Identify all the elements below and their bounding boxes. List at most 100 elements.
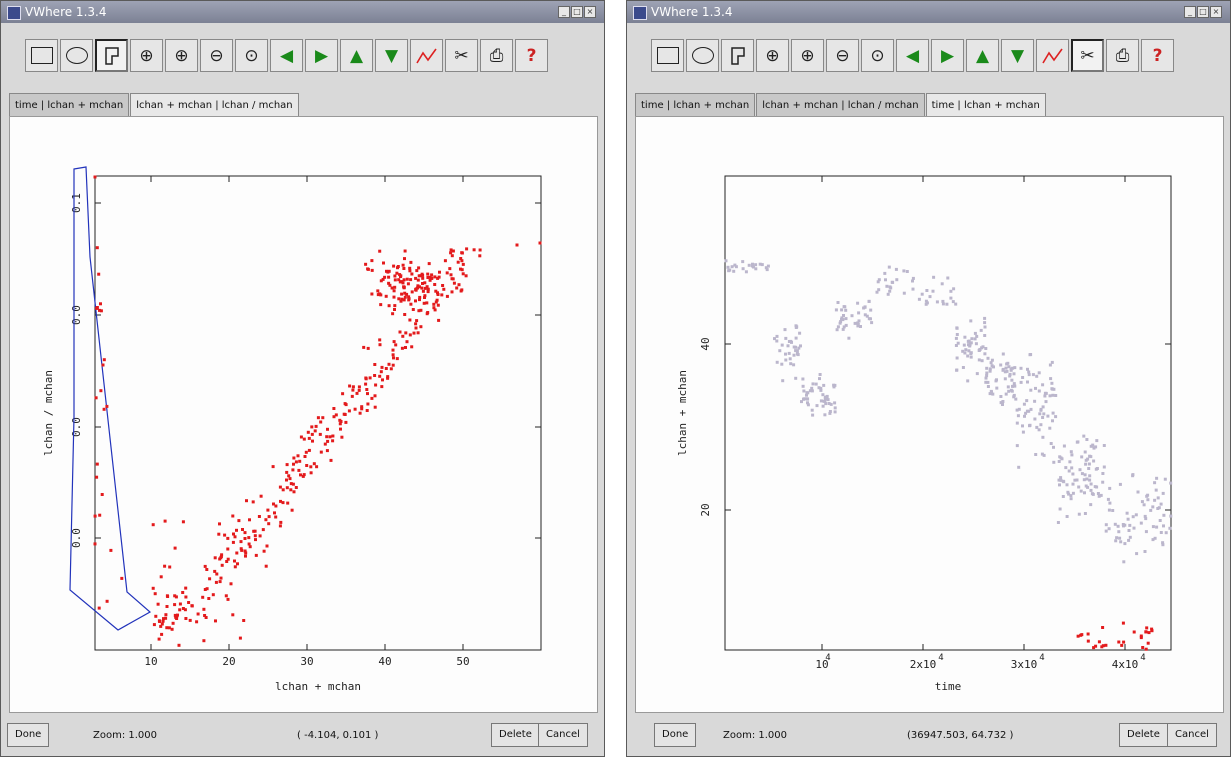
zoom-fit-button[interactable]: ⊕ [130,39,163,72]
minimize-icon[interactable]: _ [1184,6,1196,18]
data-point [205,568,209,571]
settings-button[interactable]: ✂ [445,39,478,72]
ellipse-tool-button[interactable] [686,39,719,72]
data-point [856,324,860,328]
data-point [867,317,871,321]
pan-down-button[interactable]: ▼ [1001,39,1034,72]
close-icon[interactable]: × [584,6,596,18]
pan-right-button[interactable]: ▶ [305,39,338,72]
data-point [285,463,289,467]
data-point [102,358,106,362]
pan-right-button[interactable]: ▶ [931,39,964,72]
zoom-out-button[interactable]: ⊖ [200,39,233,72]
zoom-out-button[interactable]: ⊖ [826,39,859,72]
delete-button[interactable]: Delete [1119,723,1168,747]
data-point [1097,494,1101,498]
data-point [928,295,932,299]
maximize-icon[interactable]: □ [1197,6,1209,18]
zoom-reset-button[interactable]: ⊙ [861,39,894,72]
data-point [379,279,383,283]
data-point [819,399,823,403]
data-point [1082,478,1086,482]
data-point [1065,515,1069,518]
plot-canvas[interactable]: 10 4 2x10 4 3x10 4 4x10 4 20 40 time lchan + mchan [635,116,1224,713]
data-point [999,363,1003,367]
x-tick-exponent: 4 [825,653,830,663]
data-point [318,432,322,436]
pan-down-button[interactable]: ▼ [375,39,408,72]
pan-up-button[interactable]: ▲ [966,39,999,72]
settings-button[interactable]: ✂ [1071,39,1104,72]
polygon-tool-button[interactable] [95,39,128,72]
minimize-icon[interactable]: _ [558,6,570,18]
data-point [905,270,909,273]
polygon-tool-button[interactable] [721,39,754,72]
print-button[interactable]: ⎙ [480,39,513,72]
pan-left-button[interactable]: ◀ [270,39,303,72]
data-point [1125,511,1129,515]
close-icon[interactable]: × [1210,6,1222,18]
data-point [983,352,987,356]
data-point [321,416,325,420]
data-point [332,415,336,419]
tab-sum-vs-ratio[interactable]: lchan + mchan | lchan / mchan [130,93,299,117]
pan-left-button[interactable]: ◀ [896,39,929,72]
zoom-fit-icon: ⊕ [139,45,154,66]
help-button[interactable]: ? [1141,39,1174,72]
data-point [442,287,446,291]
data-point [984,347,988,350]
ellipse-tool-button[interactable] [60,39,93,72]
done-button[interactable]: Done [654,723,697,747]
data-point [1107,527,1111,531]
cancel-button[interactable]: Cancel [538,723,588,747]
tab-time-vs-sum[interactable]: time | lchan + mchan [635,93,756,117]
data-point [151,586,155,590]
data-point [378,343,382,347]
data-point [1042,453,1046,457]
data-point [400,297,404,301]
data-point [396,265,400,268]
data-point [985,374,989,378]
data-point [961,349,965,353]
data-point [940,282,944,286]
tab-time-vs-sum-2[interactable]: time | lchan + mchan [925,93,1046,117]
title-bar[interactable]: VWhere 1.3.4 _ □ × [627,1,1230,23]
data-point [451,249,455,253]
zoom-reset-button[interactable]: ⊙ [235,39,268,72]
data-point [1101,472,1105,475]
data-point [828,410,832,413]
maximize-icon[interactable]: □ [571,6,583,18]
title-bar[interactable]: VWhere 1.3.4 _ □ × [1,1,604,23]
data-point [1092,446,1096,450]
help-button[interactable]: ? [515,39,548,72]
data-point [239,547,243,551]
selected-point [1132,630,1136,634]
data-point [243,549,247,553]
tab-time-vs-sum[interactable]: time | lchan + mchan [9,93,130,117]
pan-up-button[interactable]: ▲ [340,39,373,72]
rectangle-tool-button[interactable] [651,39,684,72]
data-point [430,273,434,277]
new-plot-button[interactable] [1036,39,1069,72]
new-plot-button[interactable] [410,39,443,72]
delete-button[interactable]: Delete [491,723,540,747]
plot-canvas[interactable]: 10 20 30 40 50 0.0 0.0 0.0 0.1 lchan + mchan lchan… [9,116,598,713]
data-point [744,270,748,274]
zoom-fit-button[interactable]: ⊕ [756,39,789,72]
cancel-button[interactable]: Cancel [1167,723,1217,747]
done-button[interactable]: Done [7,723,50,747]
data-point [409,302,413,306]
scatter-chart[interactable]: 10 20 30 40 50 0.0 0.0 0.0 0.1 lchan + mchan lchan… [10,117,597,712]
tab-sum-vs-ratio[interactable]: lchan + mchan | lchan / mchan [756,93,925,117]
status-bar: Done Zoom: 1.000 ( -4.104, 0.101 ) Delet… [1,719,604,753]
zoom-in-button[interactable]: ⊕ [791,39,824,72]
vwhere-window-right: VWhere 1.3.4 _ □ × ⊕ ⊕ ⊖ ⊙ ◀ ▶ ▲ ▼ ✂ ⎙ ? t… [626,0,1231,757]
zoom-in-button[interactable]: ⊕ [165,39,198,72]
data-point [401,263,405,267]
data-point [842,314,845,317]
window-controls: _ □ × [1184,6,1222,18]
rectangle-tool-button[interactable] [25,39,58,72]
data-point [259,494,263,498]
print-button[interactable]: ⎙ [1106,39,1139,72]
